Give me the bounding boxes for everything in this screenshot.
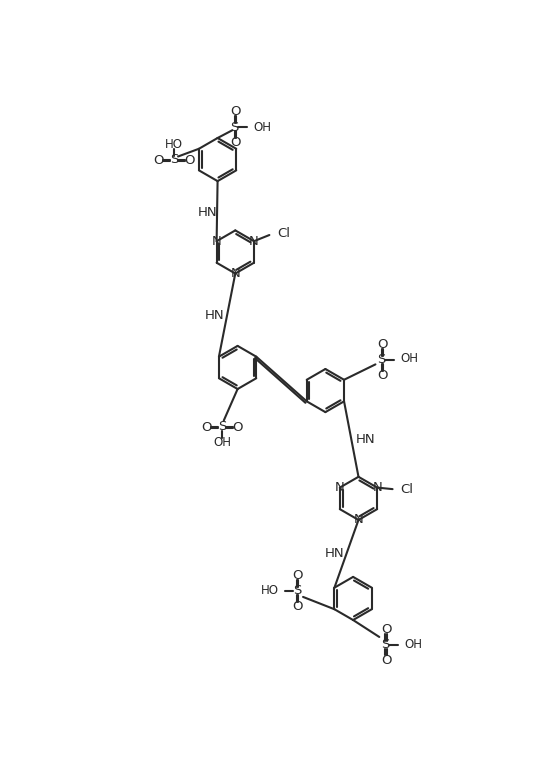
Text: O: O xyxy=(230,136,241,149)
Text: S: S xyxy=(293,584,301,597)
Text: N: N xyxy=(373,481,382,494)
Text: O: O xyxy=(232,421,243,434)
Text: O: O xyxy=(154,154,164,167)
Text: OH: OH xyxy=(213,436,231,449)
Text: HN: HN xyxy=(356,432,375,445)
Text: Cl: Cl xyxy=(400,483,414,496)
Text: O: O xyxy=(377,338,388,351)
Text: O: O xyxy=(293,569,303,582)
Text: O: O xyxy=(377,369,388,382)
Text: N: N xyxy=(212,235,222,248)
Text: HN: HN xyxy=(205,308,225,321)
Text: S: S xyxy=(230,121,238,134)
Text: S: S xyxy=(218,420,226,433)
Text: S: S xyxy=(170,153,178,166)
Text: S: S xyxy=(381,638,389,651)
Text: N: N xyxy=(230,267,240,280)
Text: O: O xyxy=(201,421,212,434)
Text: HO: HO xyxy=(165,138,183,151)
Text: S: S xyxy=(377,353,386,366)
Text: N: N xyxy=(249,235,259,248)
Text: OH: OH xyxy=(404,638,422,651)
Text: O: O xyxy=(230,106,241,119)
Text: O: O xyxy=(293,600,303,613)
Text: N: N xyxy=(353,513,363,526)
Text: Cl: Cl xyxy=(277,227,290,240)
Text: O: O xyxy=(184,154,195,167)
Text: OH: OH xyxy=(253,121,271,134)
Text: HO: HO xyxy=(260,584,278,597)
Text: O: O xyxy=(381,653,392,666)
Text: OH: OH xyxy=(400,352,418,365)
Text: HN: HN xyxy=(198,207,218,220)
Text: HN: HN xyxy=(324,547,344,560)
Text: O: O xyxy=(381,623,392,636)
Text: N: N xyxy=(335,481,345,494)
